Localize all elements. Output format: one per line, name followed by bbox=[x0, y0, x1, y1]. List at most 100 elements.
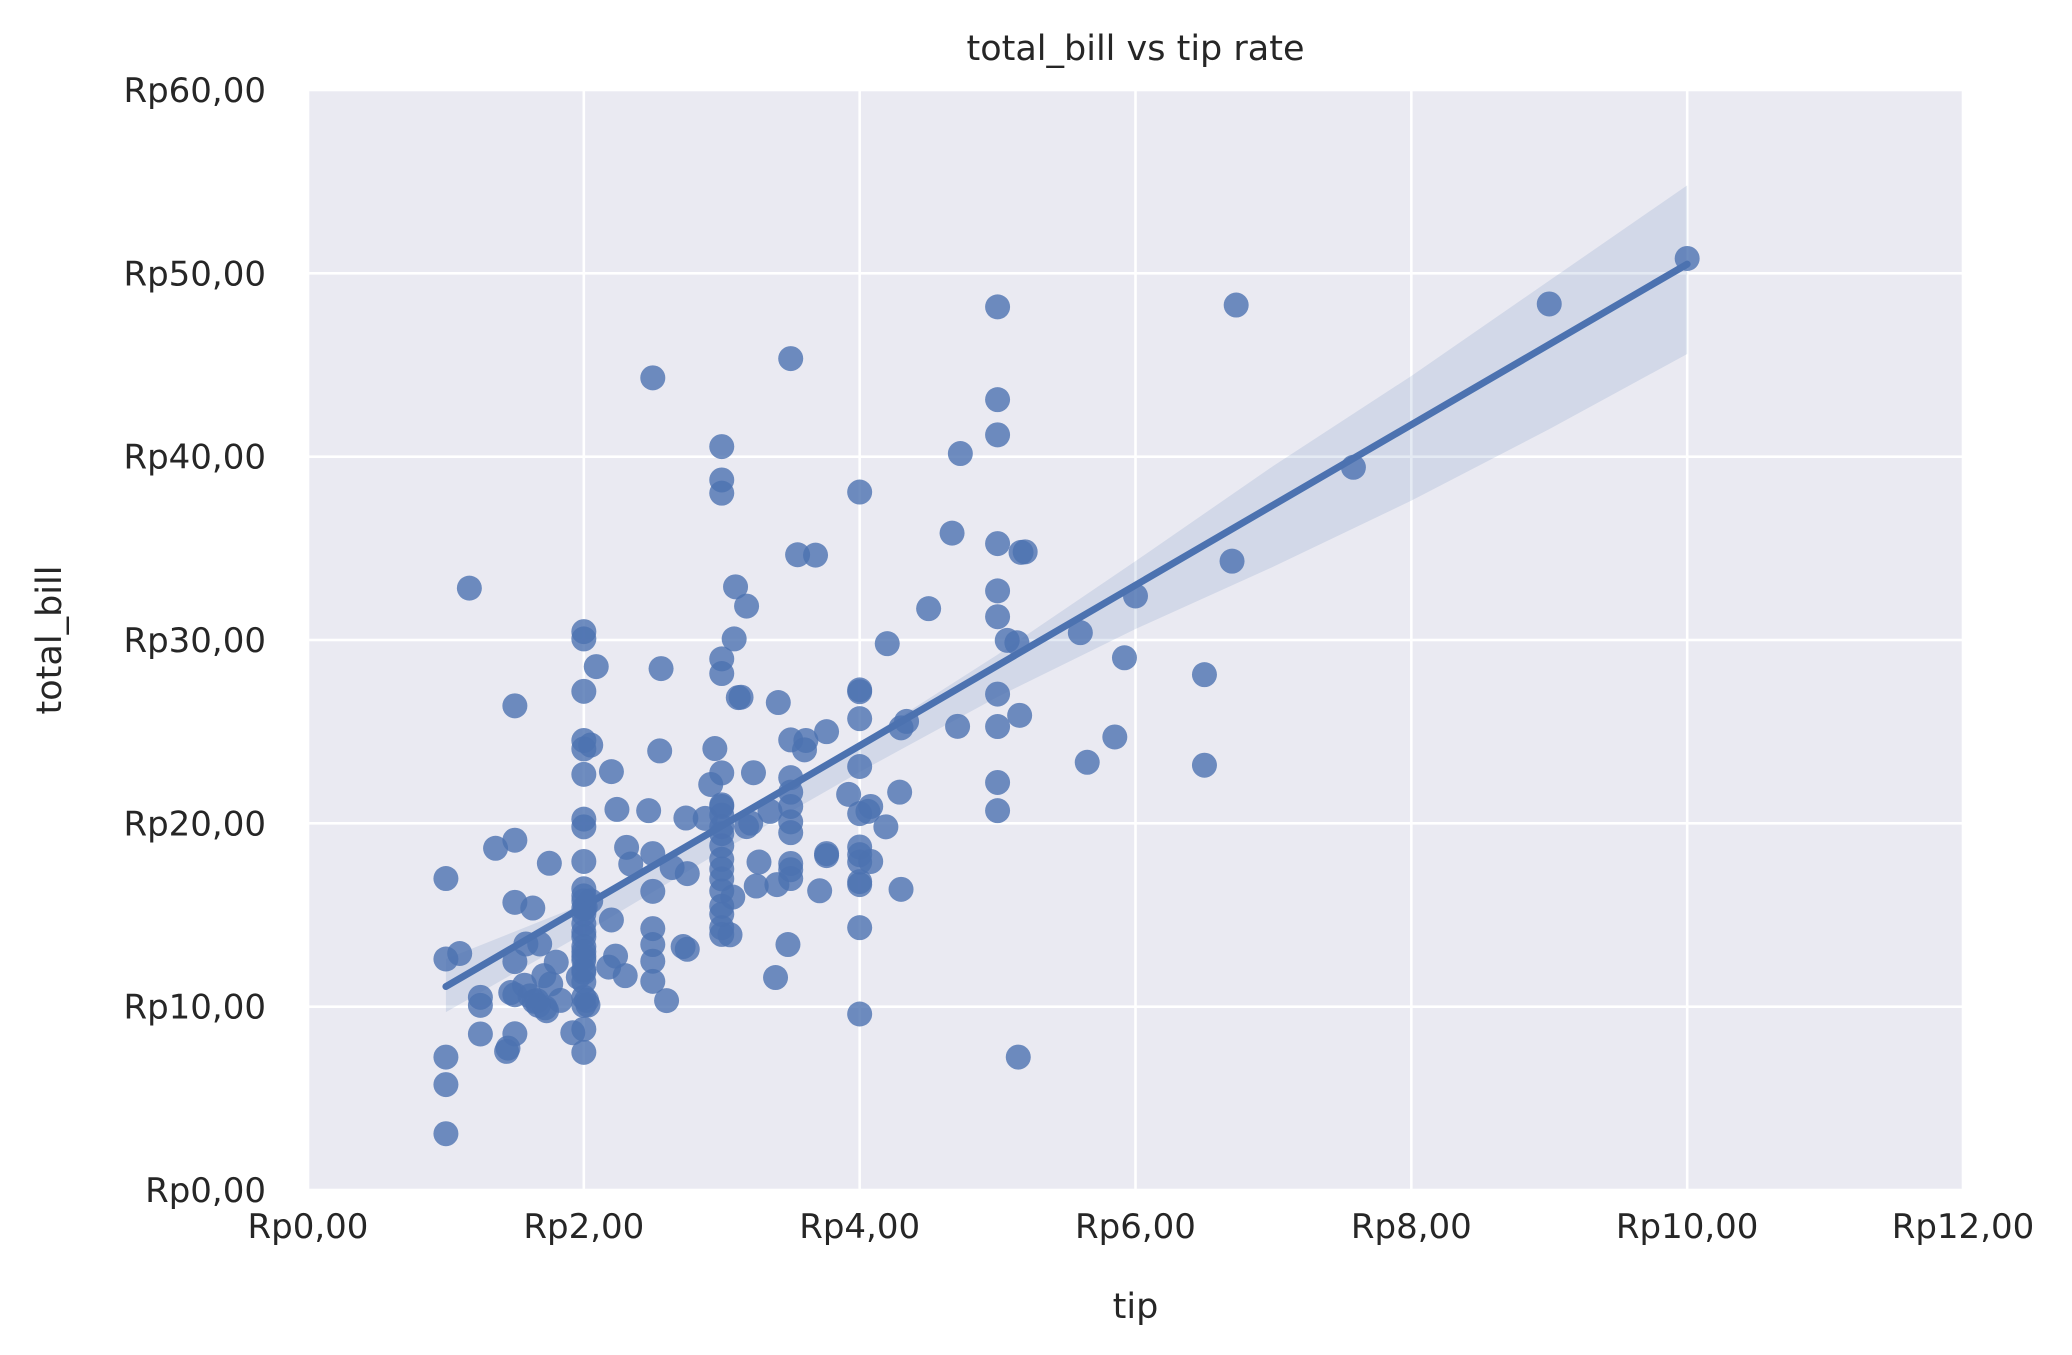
y-tick-label: Rp10,00 bbox=[123, 988, 266, 1028]
data-point bbox=[778, 346, 804, 372]
data-point bbox=[847, 677, 873, 703]
data-point bbox=[847, 479, 873, 505]
data-point bbox=[502, 693, 528, 719]
y-axis-label: total_bill bbox=[30, 566, 70, 715]
data-point bbox=[1219, 548, 1245, 574]
data-point bbox=[520, 895, 546, 921]
data-point bbox=[571, 848, 597, 874]
data-point bbox=[873, 814, 899, 840]
data-point bbox=[618, 851, 644, 877]
data-point bbox=[721, 626, 747, 652]
data-point bbox=[654, 988, 680, 1014]
data-point bbox=[674, 861, 700, 887]
data-point bbox=[717, 922, 743, 948]
data-point bbox=[814, 841, 840, 867]
y-tick-label: Rp0,00 bbox=[145, 1171, 266, 1211]
data-point bbox=[743, 873, 769, 899]
data-point bbox=[640, 916, 666, 942]
data-point bbox=[1191, 752, 1217, 778]
data-point bbox=[571, 761, 597, 787]
y-tick-label: Rp50,00 bbox=[123, 254, 266, 294]
data-point bbox=[467, 1021, 493, 1047]
data-point bbox=[673, 805, 699, 831]
data-point bbox=[720, 884, 746, 910]
data-point bbox=[723, 574, 749, 600]
data-point bbox=[847, 915, 873, 941]
data-point bbox=[728, 684, 754, 710]
data-point bbox=[702, 736, 728, 762]
data-point bbox=[636, 798, 662, 824]
y-tick-label: Rp60,00 bbox=[123, 71, 266, 111]
data-point bbox=[674, 936, 700, 962]
data-point bbox=[985, 422, 1011, 448]
data-point bbox=[1223, 292, 1249, 318]
confidence-band bbox=[445, 185, 1688, 1013]
confidence-band-group bbox=[445, 185, 1688, 1013]
data-point bbox=[793, 727, 819, 753]
data-point bbox=[709, 467, 735, 493]
data-point bbox=[456, 575, 482, 601]
data-point bbox=[709, 792, 735, 818]
data-point bbox=[433, 1044, 459, 1070]
data-point bbox=[536, 850, 562, 876]
data-point bbox=[985, 578, 1011, 604]
data-point bbox=[571, 678, 597, 704]
data-point bbox=[985, 604, 1011, 630]
data-point bbox=[1005, 1044, 1031, 1070]
data-point bbox=[433, 866, 459, 892]
data-point bbox=[640, 878, 666, 904]
data-point bbox=[1074, 749, 1100, 775]
data-point bbox=[985, 798, 1011, 824]
data-point bbox=[763, 965, 789, 991]
data-point bbox=[1007, 702, 1033, 728]
data-point bbox=[640, 968, 666, 994]
data-point bbox=[1067, 620, 1093, 646]
data-point bbox=[547, 987, 573, 1013]
data-point bbox=[543, 949, 569, 975]
data-point bbox=[847, 706, 873, 732]
data-point bbox=[803, 542, 829, 568]
data-point bbox=[939, 520, 965, 546]
data-point bbox=[578, 732, 604, 758]
data-point bbox=[709, 646, 735, 672]
x-tick-label: Rp8,00 bbox=[1351, 1207, 1472, 1247]
data-point bbox=[847, 754, 873, 779]
data-point bbox=[612, 963, 638, 989]
x-tick-label: Rp6,00 bbox=[1075, 1207, 1196, 1247]
data-point bbox=[571, 1016, 597, 1042]
data-point bbox=[874, 631, 900, 657]
data-point bbox=[502, 827, 528, 853]
data-point bbox=[740, 760, 766, 786]
data-point bbox=[604, 796, 630, 822]
data-point bbox=[734, 593, 760, 619]
x-axis-label: tip bbox=[1113, 1287, 1159, 1327]
data-point bbox=[847, 869, 873, 895]
data-point bbox=[1111, 645, 1137, 671]
data-point bbox=[778, 850, 804, 876]
data-point bbox=[947, 441, 973, 467]
data-point bbox=[571, 619, 597, 645]
data-point bbox=[640, 365, 666, 391]
data-point bbox=[738, 810, 764, 836]
data-point bbox=[571, 806, 597, 832]
data-point bbox=[603, 943, 629, 969]
data-point bbox=[502, 1021, 528, 1047]
data-point bbox=[765, 690, 791, 716]
y-tick-label: Rp30,00 bbox=[123, 621, 266, 661]
tick-labels: Rp0,00 Rp2,00 Rp4,00 Rp6,00 Rp8,00 Rp10,00 Rp1… bbox=[123, 71, 2034, 1247]
data-point bbox=[709, 434, 735, 460]
data-point bbox=[775, 932, 801, 958]
data-point bbox=[847, 1001, 873, 1027]
data-point bbox=[647, 738, 673, 764]
data-point bbox=[1536, 291, 1562, 317]
data-point bbox=[483, 835, 509, 861]
y-tick-label: Rp20,00 bbox=[123, 804, 266, 844]
data-point bbox=[945, 713, 971, 739]
data-point bbox=[433, 1072, 459, 1098]
data-point bbox=[433, 1121, 459, 1147]
data-point bbox=[985, 681, 1011, 707]
x-tick-label: Rp0,00 bbox=[248, 1207, 369, 1247]
data-point bbox=[888, 876, 914, 902]
data-point bbox=[447, 941, 473, 966]
